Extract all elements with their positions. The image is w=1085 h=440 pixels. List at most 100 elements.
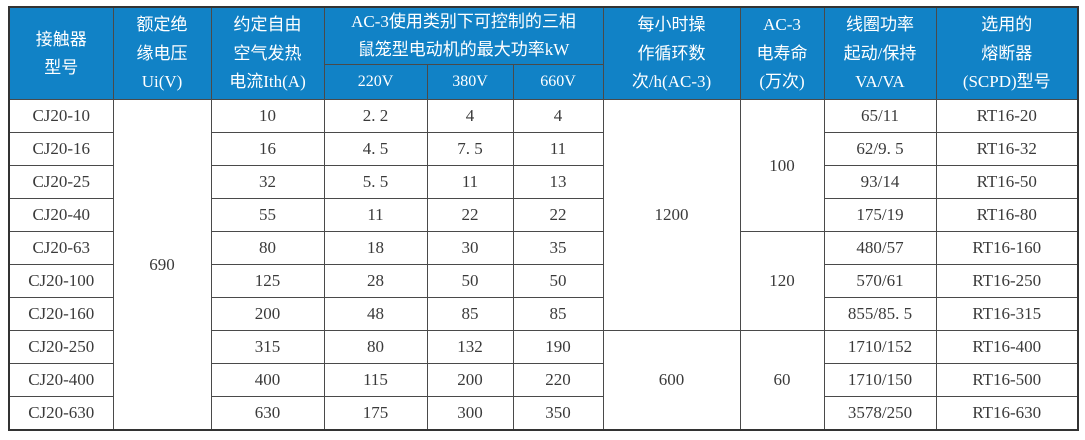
cell-model: CJ20-25 (8, 165, 114, 200)
cell-model: CJ20-40 (8, 198, 114, 233)
cell-fuse: RT16-400 (935, 330, 1079, 365)
cell-fuse: RT16-50 (935, 165, 1079, 200)
cell-model: CJ20-100 (8, 264, 114, 299)
header-thermal-current: 约定自由 空气发热 电流Ith(A) (210, 6, 325, 101)
header-insulation-voltage: 额定绝 缘电压 Ui(V) (112, 6, 212, 101)
cell-p660: 85 (512, 297, 604, 332)
cell-life-60: 60 (739, 330, 825, 431)
cell-p660: 190 (512, 330, 604, 365)
cell-p660: 4 (512, 99, 604, 134)
header-coil-power: 线圈功率 起动/保持 VA/VA (823, 6, 937, 101)
cell-coil: 855/85. 5 (823, 297, 937, 332)
cell-p380: 200 (426, 363, 514, 398)
cell-p220: 28 (323, 264, 428, 299)
cell-fuse: RT16-160 (935, 231, 1079, 266)
cell-coil: 65/11 (823, 99, 937, 134)
header-ac3-power-group: AC-3使用类别下可控制的三相 鼠笼型电动机的最大功率kW (323, 6, 604, 66)
cell-p220: 115 (323, 363, 428, 398)
cell-p380: 22 (426, 198, 514, 233)
cell-model: CJ20-630 (8, 396, 114, 431)
cell-ith: 16 (210, 132, 325, 167)
cell-fuse: RT16-32 (935, 132, 1079, 167)
cell-p660: 13 (512, 165, 604, 200)
cell-model: CJ20-160 (8, 297, 114, 332)
cell-ith: 315 (210, 330, 325, 365)
cell-model: CJ20-16 (8, 132, 114, 167)
header-380v: 380V (426, 64, 514, 101)
table-body: CJ20-10 690 10 2. 2 4 4 1200 100 65/11 R… (8, 99, 1079, 431)
cell-fuse: RT16-80 (935, 198, 1079, 233)
cell-p220: 80 (323, 330, 428, 365)
table-row: CJ20-10 690 10 2. 2 4 4 1200 100 65/11 R… (8, 99, 1079, 431)
table-row: CJ20-40 55 11 22 22 175/19 RT16-80 (8, 198, 1079, 233)
cell-p380: 300 (426, 396, 514, 431)
cell-life-100: 100 (739, 99, 825, 233)
cell-fuse: RT16-315 (935, 297, 1079, 332)
header-fuse: 选用的 熔断器 (SCPD)型号 (935, 6, 1079, 101)
table-row: CJ20-25 32 5. 5 11 13 93/14 RT16-50 (8, 165, 1079, 200)
cell-p220: 18 (323, 231, 428, 266)
header-220v: 220V (323, 64, 428, 101)
cell-coil: 93/14 (823, 165, 937, 200)
cell-coil: 3578/250 (823, 396, 937, 431)
cell-p220: 2. 2 (323, 99, 428, 134)
cell-fuse: RT16-250 (935, 264, 1079, 299)
header-model: 接触器 型号 (8, 6, 114, 101)
cell-model: CJ20-400 (8, 363, 114, 398)
cell-p660: 22 (512, 198, 604, 233)
header-electrical-life: AC-3 电寿命 (万次) (739, 6, 825, 101)
table-row: CJ20-400 400 115 200 220 1710/150 RT16-5… (8, 363, 1079, 398)
cell-fuse: RT16-20 (935, 99, 1079, 134)
table-header: 接触器 型号 额定绝 缘电压 Ui(V) 约定自由 空气发热 电流Ith(A) … (8, 6, 1079, 101)
cell-ith: 80 (210, 231, 325, 266)
header-660v: 660V (512, 64, 604, 101)
cell-coil: 570/61 (823, 264, 937, 299)
cell-p660: 35 (512, 231, 604, 266)
cell-p220: 4. 5 (323, 132, 428, 167)
cell-ui-voltage: 690 (112, 99, 212, 431)
cell-p660: 50 (512, 264, 604, 299)
header-cycles-per-hour: 每小时操 作循环数 次/h(AC-3) (602, 6, 741, 101)
cell-p380: 7. 5 (426, 132, 514, 167)
cell-model: CJ20-250 (8, 330, 114, 365)
cell-p380: 11 (426, 165, 514, 200)
cell-ith: 10 (210, 99, 325, 134)
cell-ith: 400 (210, 363, 325, 398)
cell-model: CJ20-10 (8, 99, 114, 134)
cell-p220: 48 (323, 297, 428, 332)
table-row: CJ20-63 80 18 30 35 120 480/57 RT16-160 (8, 231, 1079, 332)
cell-coil: 1710/150 (823, 363, 937, 398)
cell-p380: 50 (426, 264, 514, 299)
cell-ith: 630 (210, 396, 325, 431)
cell-p660: 220 (512, 363, 604, 398)
cell-coil: 1710/152 (823, 330, 937, 365)
cell-life-120: 120 (739, 231, 825, 332)
cell-p380: 85 (426, 297, 514, 332)
cell-p380: 4 (426, 99, 514, 134)
table-row: CJ20-250 315 80 132 190 600 60 1710/152 … (8, 330, 1079, 431)
cell-model: CJ20-63 (8, 231, 114, 266)
cell-p220: 175 (323, 396, 428, 431)
cell-coil: 175/19 (823, 198, 937, 233)
cell-ith: 200 (210, 297, 325, 332)
cell-cycles-1200: 1200 (602, 99, 741, 332)
cell-p220: 5. 5 (323, 165, 428, 200)
cell-p660: 11 (512, 132, 604, 167)
cell-p380: 132 (426, 330, 514, 365)
cell-fuse: RT16-630 (935, 396, 1079, 431)
cell-p660: 350 (512, 396, 604, 431)
cell-p380: 30 (426, 231, 514, 266)
table-row: CJ20-630 630 175 300 350 3578/250 RT16-6… (8, 396, 1079, 431)
cell-cycles-600: 600 (602, 330, 741, 431)
table-row: CJ20-16 16 4. 5 7. 5 11 62/9. 5 RT16-32 (8, 132, 1079, 167)
cell-ith: 55 (210, 198, 325, 233)
cell-ith: 125 (210, 264, 325, 299)
cell-fuse: RT16-500 (935, 363, 1079, 398)
cell-coil: 480/57 (823, 231, 937, 266)
contactor-spec-table: 接触器 型号 额定绝 缘电压 Ui(V) 约定自由 空气发热 电流Ith(A) … (8, 6, 1079, 432)
table-row: CJ20-100 125 28 50 50 570/61 RT16-250 (8, 264, 1079, 299)
cell-ith: 32 (210, 165, 325, 200)
cell-coil: 62/9. 5 (823, 132, 937, 167)
cell-p220: 11 (323, 198, 428, 233)
